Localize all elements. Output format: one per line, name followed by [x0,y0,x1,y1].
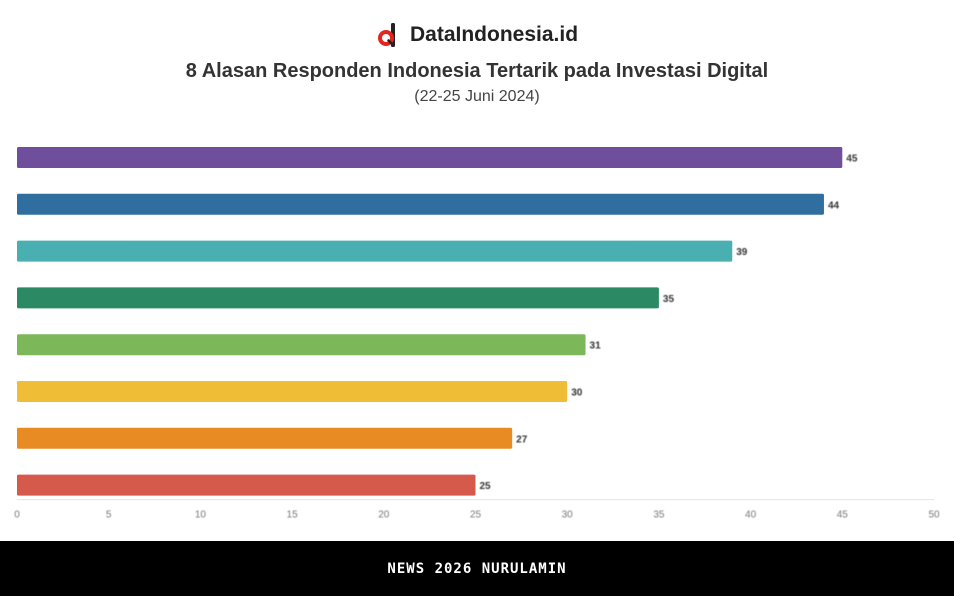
bar-value-label: 45 [846,154,858,165]
bar-value-label: 25 [480,481,492,492]
x-tick-label: 25 [470,510,482,521]
x-tick-label: 40 [745,510,757,521]
brand-name: DataIndonesia.id [409,23,579,46]
bar [17,240,733,262]
x-tick-label: 0 [14,510,20,521]
dataindonesia-logo-icon [377,23,395,47]
bar-value-label: 30 [571,388,583,399]
bar-value-label: 31 [590,341,602,352]
bars-layer: 45 44 39 35 31 30 27 25 [17,147,858,496]
footer-banner: NEWS 2026 NURULAMIN [0,541,954,596]
bar-value-label: 39 [736,247,748,258]
bar [17,474,476,496]
x-tick-label: 35 [653,510,665,521]
footer-text: NEWS 2026 NURULAMIN [387,560,567,577]
x-tick-label: 45 [837,510,849,521]
bar [17,193,824,215]
x-tick-label: 30 [562,510,574,521]
bar [17,287,659,309]
bar [17,334,586,356]
bar-chart: 45 44 39 35 31 30 27 25 0 5 10 15 20 25 30 35 40 45 50 [14,147,940,521]
x-tick-label: 10 [195,510,207,521]
x-tick-label: 50 [928,510,940,521]
x-tick-label: 15 [287,510,299,521]
bar [17,381,568,402]
x-axis: 0 5 10 15 20 25 30 35 40 45 50 [14,499,940,521]
bar-value-label: 44 [828,200,840,211]
x-tick-label: 5 [106,510,112,521]
bar-value-label: 35 [663,294,675,305]
bar [17,147,843,168]
bar [17,427,513,449]
chart-subtitle: (22-25 Juni 2024) [414,88,540,105]
bar-value-label: 27 [516,434,528,445]
brand-header: DataIndonesia.id [0,20,954,50]
x-tick-label: 20 [378,510,390,521]
chart-title: 8 Alasan Responden Indonesia Tertarik pa… [185,60,769,82]
